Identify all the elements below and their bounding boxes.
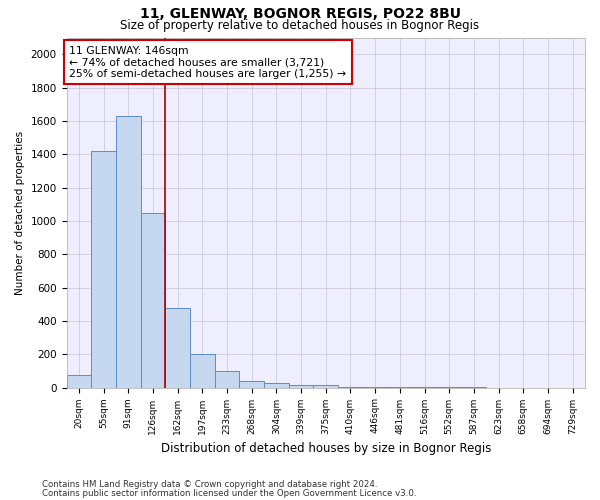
Text: Contains HM Land Registry data © Crown copyright and database right 2024.: Contains HM Land Registry data © Crown c…: [42, 480, 377, 489]
Text: 11 GLENWAY: 146sqm
← 74% of detached houses are smaller (3,721)
25% of semi-deta: 11 GLENWAY: 146sqm ← 74% of detached hou…: [69, 46, 346, 79]
Text: 11, GLENWAY, BOGNOR REGIS, PO22 8BU: 11, GLENWAY, BOGNOR REGIS, PO22 8BU: [139, 8, 461, 22]
Bar: [140, 212, 165, 388]
Text: Size of property relative to detached houses in Bognor Regis: Size of property relative to detached ho…: [121, 19, 479, 32]
Bar: [190, 354, 215, 388]
Text: Contains public sector information licensed under the Open Government Licence v3: Contains public sector information licen…: [42, 488, 416, 498]
Bar: [289, 384, 313, 388]
Y-axis label: Number of detached properties: Number of detached properties: [15, 130, 25, 294]
Bar: [67, 375, 91, 388]
Bar: [363, 387, 388, 388]
Bar: [264, 384, 289, 388]
Bar: [239, 381, 264, 388]
Bar: [165, 308, 190, 388]
X-axis label: Distribution of detached houses by size in Bognor Regis: Distribution of detached houses by size …: [161, 442, 491, 455]
Bar: [313, 385, 338, 388]
Bar: [91, 151, 116, 388]
Bar: [116, 116, 140, 388]
Bar: [338, 386, 363, 388]
Bar: [215, 371, 239, 388]
